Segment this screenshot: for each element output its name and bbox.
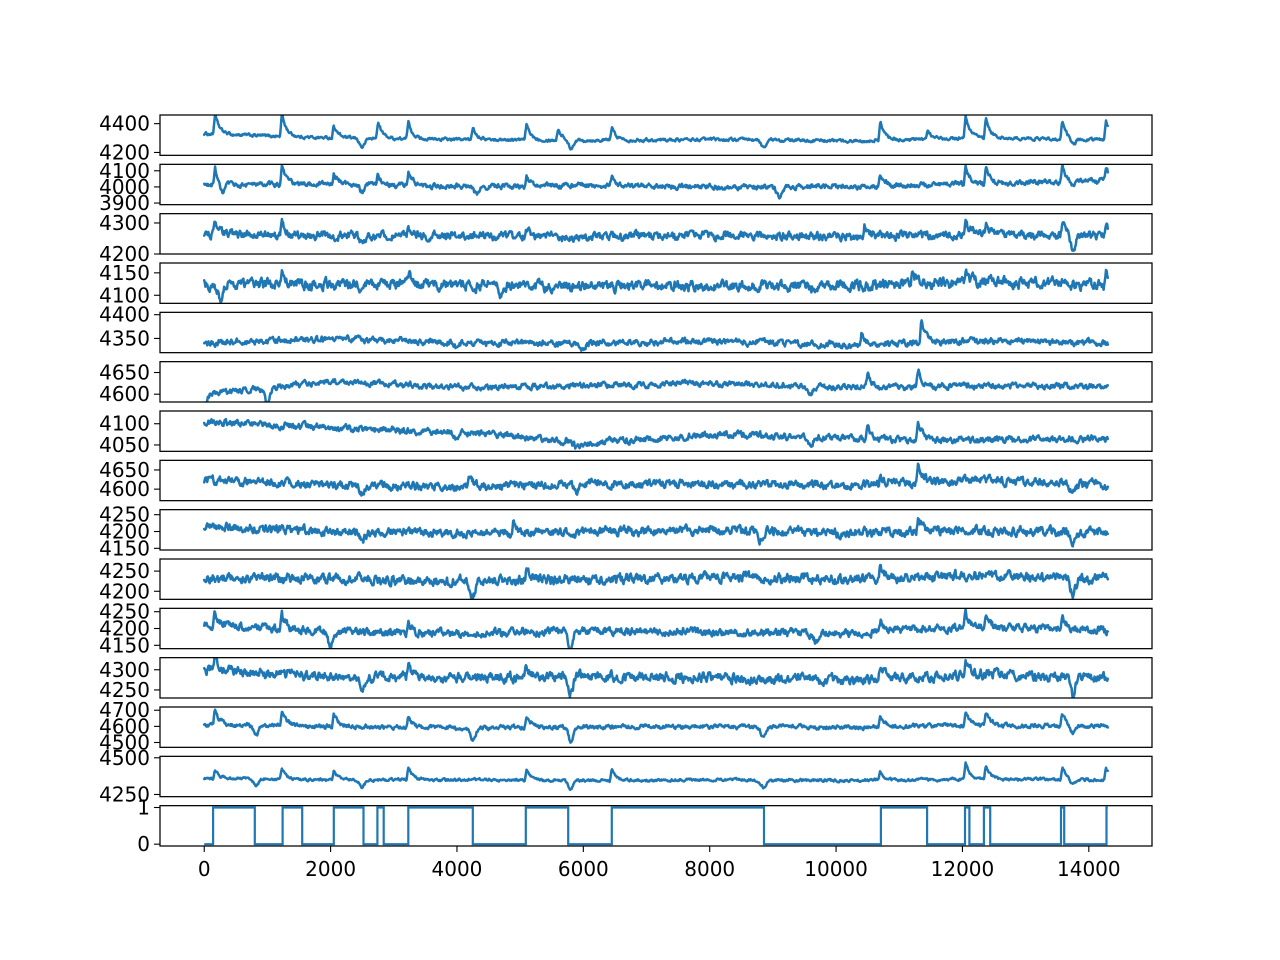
shared-x-axis: 0 2000 4000 6000 8000 10000 12000 14000 [198,846,1121,881]
subplot-1: 4200 4400 [99,112,1153,164]
ytick-label: 4600 [99,382,150,406]
xtick-label: 4000 [432,857,483,881]
series-line-7 [202,417,1110,450]
series-line-1 [202,115,1110,151]
series-line-10 [202,563,1110,600]
subplot-frame-5 [159,311,1153,354]
subplot-frame-3 [159,213,1153,255]
ytick-label: 4650 [99,361,150,385]
ytick-label: 4250 [99,503,150,527]
ytick-label: 4150 [99,633,150,657]
series-line-11 [202,608,1110,649]
series-line-12 [202,657,1110,699]
ytick-label: 4200 [99,617,150,641]
subplot-frame-6 [159,361,1153,403]
ytick-label: 4500 [99,746,150,770]
ytick-label: 4100 [99,283,150,307]
xtick-label: 12000 [931,857,995,881]
xtick-label: 14000 [1057,857,1121,881]
ytick-label: 4650 [99,458,150,482]
xtick-label: 8000 [684,857,735,881]
ytick-label: 4300 [99,658,150,682]
series-line-4 [202,268,1110,304]
subplot-frame-10 [159,558,1153,600]
xtick-label: 2000 [305,857,356,881]
ytick-label: 4250 [99,600,150,624]
subplot-frame-7 [159,410,1153,452]
series-line-14 [202,761,1110,791]
ytick-label: 4400 [99,303,150,327]
ytick-label: 4200 [99,140,150,164]
ytick-label: 4250 [99,559,150,583]
ytick-label: 4350 [99,326,150,350]
ytick-label: 4050 [99,433,150,457]
subplot-frame-14 [159,755,1153,798]
ytick-label: 1 [137,796,150,820]
subplot-frame-12 [159,657,1153,699]
series-line-13 [202,708,1110,744]
series-line-3 [202,217,1110,253]
subplot-frame-4 [159,262,1153,304]
ytick-label: 4500 [99,730,150,754]
series-line-6 [204,368,1110,402]
series-line-2 [202,164,1110,200]
ytick-label: 4250 [99,678,150,702]
ytick-label: 4150 [99,536,150,560]
ytick-label: 3900 [99,191,150,215]
xtick-label: 0 [198,857,211,881]
ytick-label: 0 [137,832,150,856]
subplot-frame-15 [159,805,1153,847]
ytick-label: 4300 [99,211,150,235]
ytick-label: 4700 [99,698,150,722]
ytick-label: 4600 [99,477,150,501]
subplot-frame-1 [159,114,1153,156]
subplot-frame-8 [159,459,1153,502]
subplot-stack: 4200440039004000410042004300410041504350… [99,112,1153,856]
ytick-label: 4250 [99,782,150,806]
subplot-frame-9 [159,509,1153,551]
ytick-label: 4600 [99,714,150,738]
series-line-8 [202,462,1110,497]
subplot-3: 4200 4300 [99,211,1153,266]
ytick-label: 4400 [99,112,150,136]
subplot-frame-13 [159,706,1153,748]
ytick-label: 4200 [99,242,150,266]
subplot-15: 01 [137,796,1153,856]
series-line-5 [202,319,1110,352]
ytick-label: 4150 [99,261,150,285]
subplot-frame-2 [159,163,1153,206]
ytick-label: 4200 [99,579,150,603]
ytick-label: 4100 [99,412,150,436]
xtick-label: 10000 [804,857,868,881]
ytick-label: 4200 [99,520,150,544]
ytick-label: 4000 [99,175,150,199]
series-line-15 [204,806,1108,846]
xtick-label: 6000 [558,857,609,881]
ytick-label: 4100 [99,159,150,183]
subplot-14: 4250 4500 [99,746,1153,806]
series-line-9 [202,517,1110,548]
